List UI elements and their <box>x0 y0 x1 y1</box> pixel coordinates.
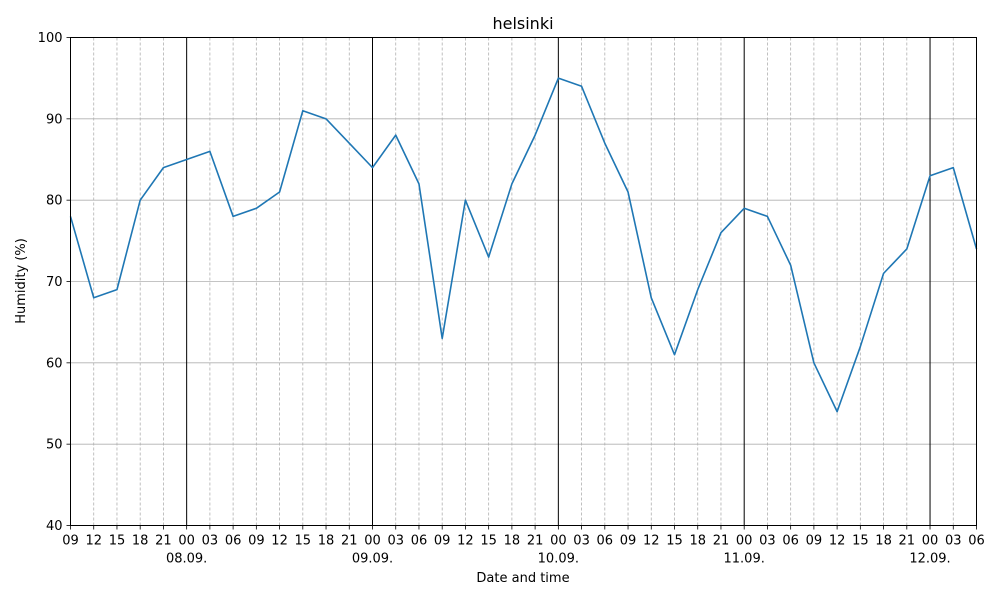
x-date-label: 11.09. <box>724 552 765 567</box>
y-tick-label: 60 <box>46 356 63 371</box>
tick-layer: 40 50 60 70 80 90 100 09 12 15 18 21 00 03 06 09 12 15 18 2… <box>38 31 985 567</box>
x-tick-label: 09 <box>62 534 79 549</box>
x-tick-label: 03 <box>573 534 590 549</box>
x-tick-label: 12 <box>85 534 102 549</box>
x-tick-label: 21 <box>713 534 730 549</box>
x-tick-label: 00 <box>550 534 567 549</box>
x-date-label: 12.09. <box>909 552 950 567</box>
x-tick-label: 03 <box>387 534 404 549</box>
y-tick-label: 40 <box>46 519 63 534</box>
y-tick-label: 50 <box>46 438 63 453</box>
x-axis-title: Date and time <box>476 571 569 586</box>
x-tick-label: 09 <box>248 534 265 549</box>
x-tick-label: 09 <box>806 534 823 549</box>
y-tick-label: 90 <box>46 112 63 127</box>
x-tick-label: 18 <box>318 534 335 549</box>
x-tick-label: 21 <box>341 534 358 549</box>
x-tick-label: 12 <box>643 534 660 549</box>
x-tick-label: 06 <box>411 534 428 549</box>
x-tick-label: 00 <box>178 534 195 549</box>
x-tick-label: 12 <box>457 534 474 549</box>
x-tick-label: 06 <box>597 534 614 549</box>
x-tick-label: 00 <box>364 534 381 549</box>
x-tick-label: 03 <box>202 534 219 549</box>
x-tick-label: 03 <box>759 534 776 549</box>
y-tick-label: 70 <box>46 275 63 290</box>
line-layer <box>69 77 978 413</box>
x-tick-label: 21 <box>527 534 544 549</box>
x-tick-label: 03 <box>945 534 962 549</box>
x-tick-label: 18 <box>504 534 521 549</box>
grid-layer <box>70 37 977 526</box>
x-tick-label: 12 <box>829 534 846 549</box>
x-tick-label: 18 <box>689 534 706 549</box>
x-date-label: 09.09. <box>352 552 393 567</box>
y-axis-title: Humidity (%) <box>14 238 29 324</box>
x-tick-label: 06 <box>968 534 985 549</box>
humidity-series-line <box>69 77 978 413</box>
x-tick-label: 18 <box>132 534 149 549</box>
x-tick-label: 21 <box>155 534 172 549</box>
x-tick-label: 15 <box>480 534 497 549</box>
x-tick-label: 09 <box>620 534 637 549</box>
x-tick-label: 18 <box>875 534 892 549</box>
x-tick-label: 15 <box>852 534 869 549</box>
y-tick-label: 100 <box>38 31 63 46</box>
x-tick-label: 06 <box>225 534 242 549</box>
x-tick-label: 09 <box>434 534 451 549</box>
x-tick-label: 06 <box>782 534 799 549</box>
y-tick-label: 80 <box>46 194 63 209</box>
x-tick-label: 15 <box>295 534 312 549</box>
x-tick-label: 12 <box>271 534 288 549</box>
x-tick-label: 00 <box>922 534 939 549</box>
x-tick-label: 15 <box>109 534 126 549</box>
x-date-label: 10.09. <box>538 552 579 567</box>
chart-title: helsinki <box>492 14 553 33</box>
x-date-label: 08.09. <box>166 552 207 567</box>
x-tick-label: 21 <box>899 534 916 549</box>
x-tick-label: 15 <box>666 534 683 549</box>
x-tick-label: 00 <box>736 534 753 549</box>
